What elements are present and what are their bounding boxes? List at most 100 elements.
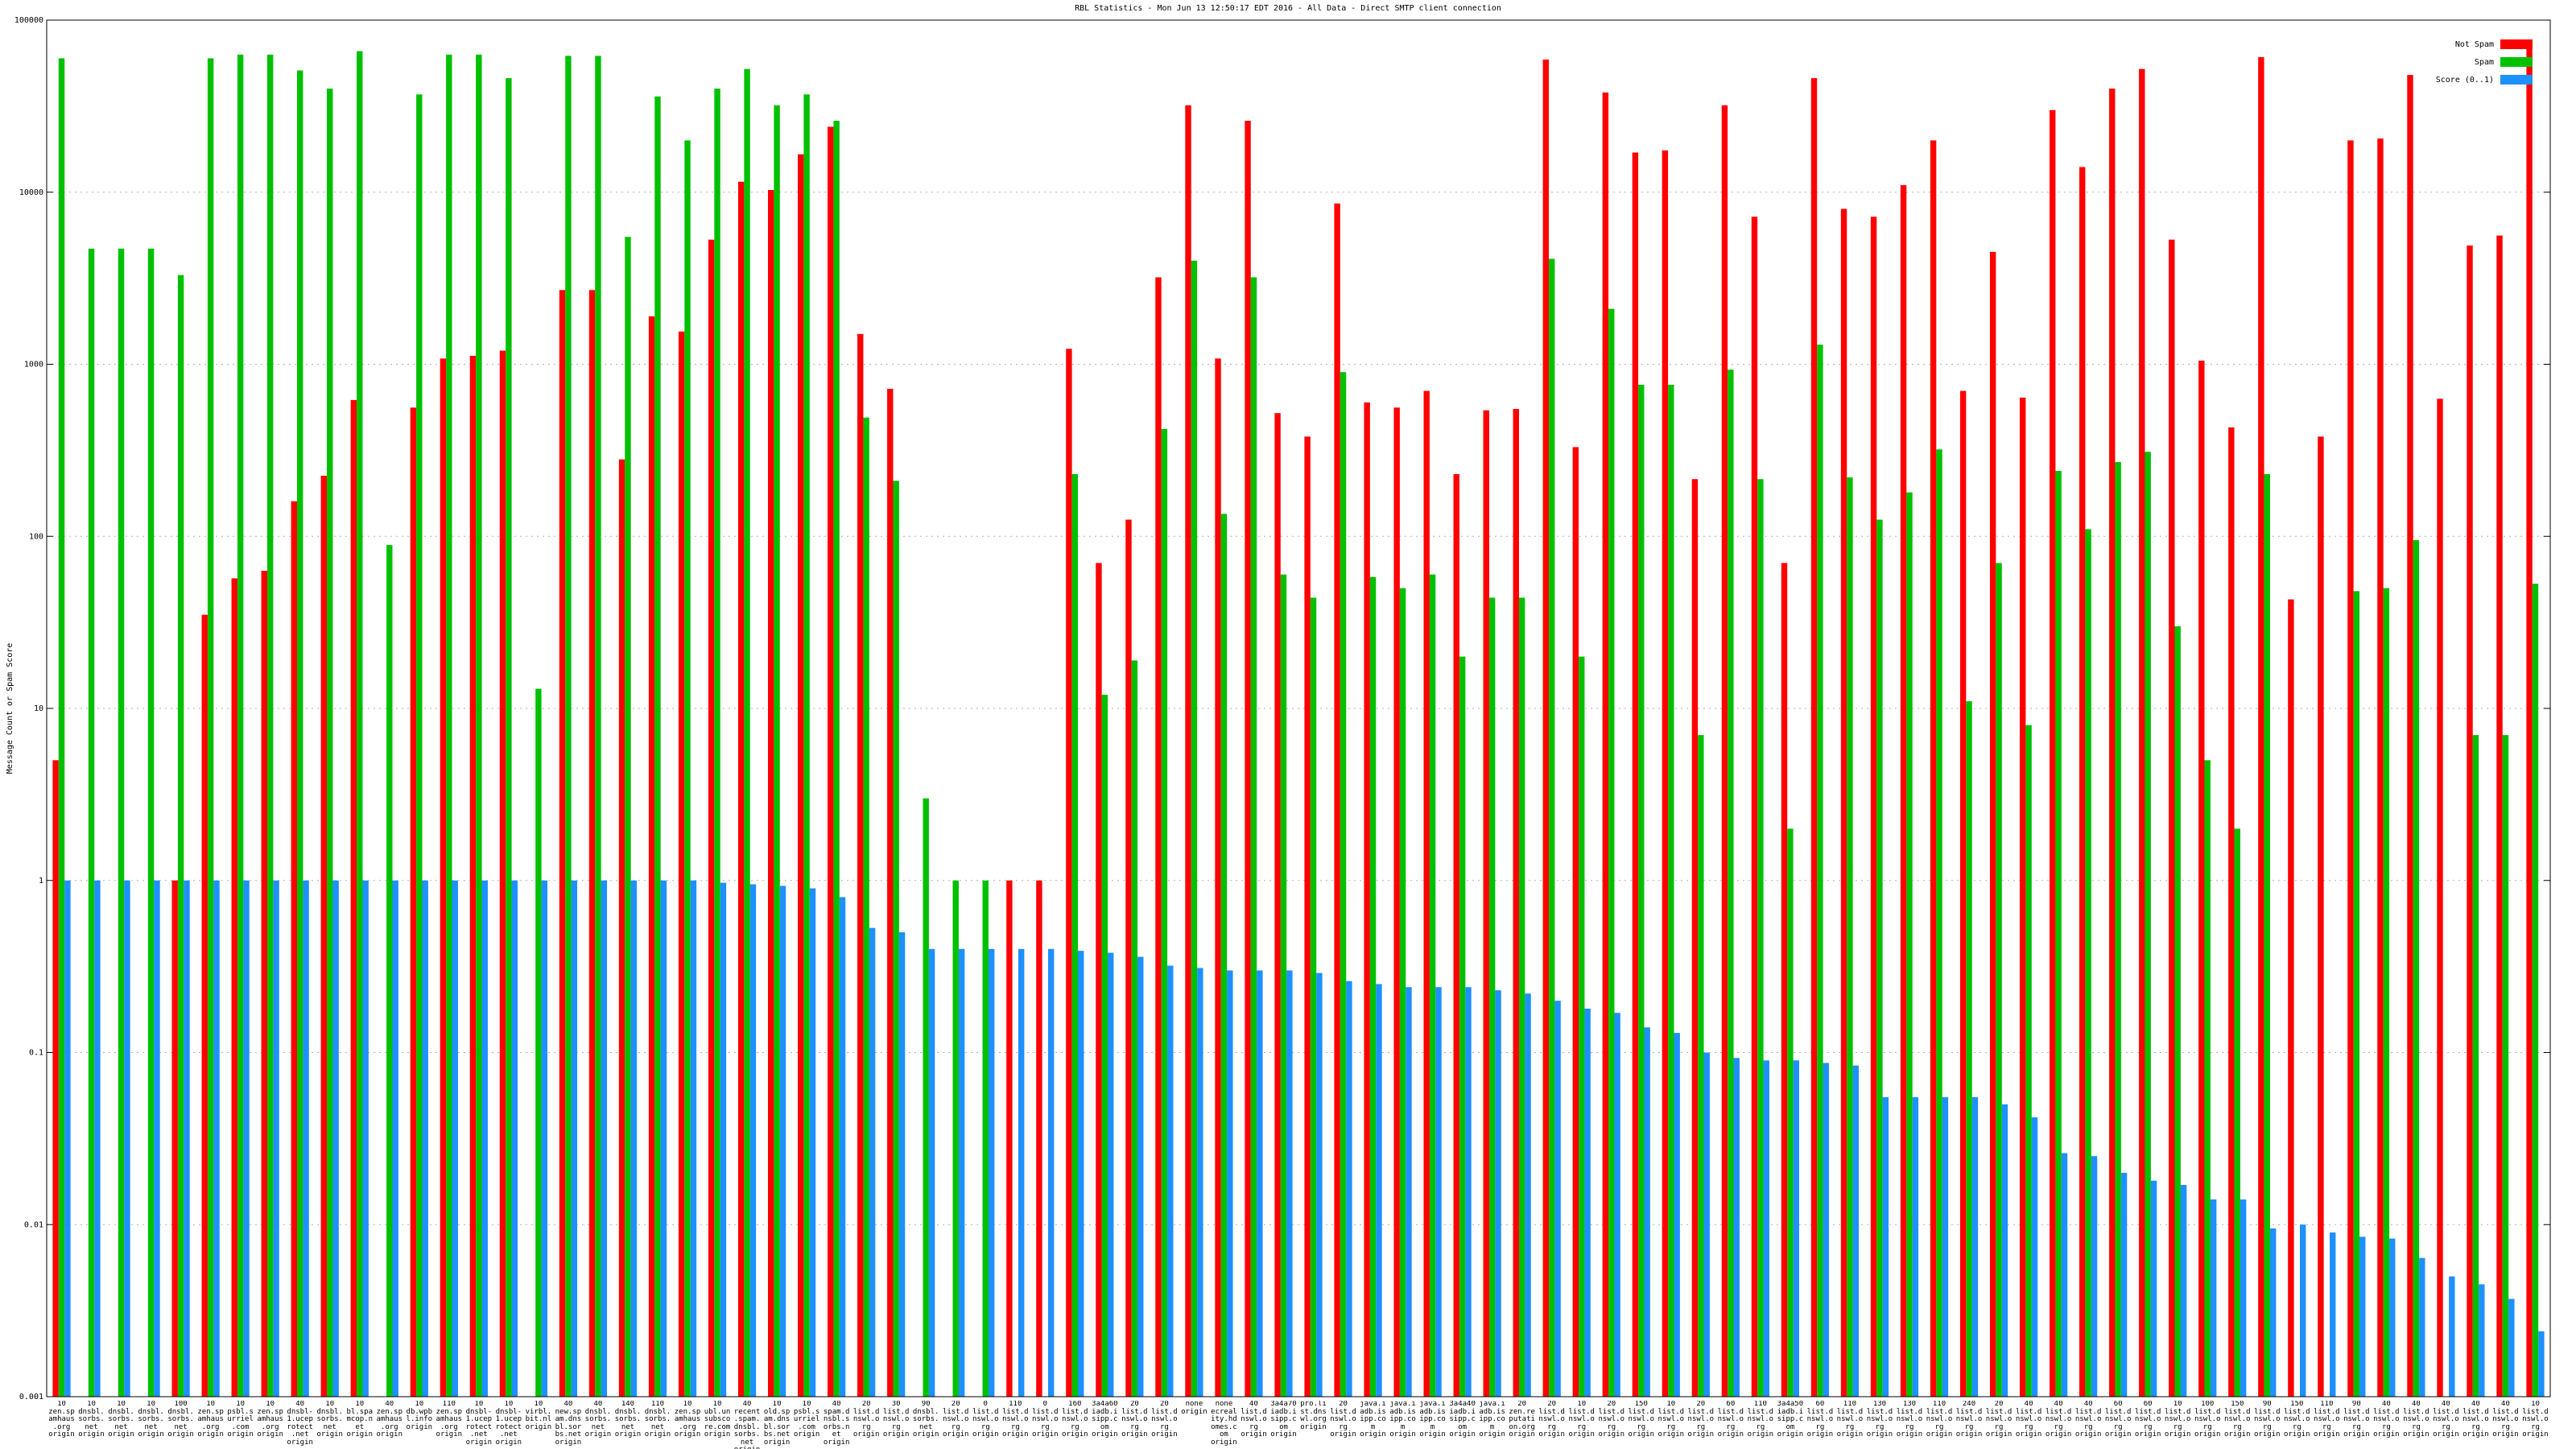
bar: [1197, 968, 1203, 1397]
x-tick-label: 10 dnsbl.sorbs.net origin: [138, 1401, 164, 1439]
bar: [1662, 150, 1669, 1397]
bar: [828, 126, 834, 1397]
bar: [362, 880, 369, 1397]
y-tick-label: 10: [34, 704, 43, 713]
chart-title: RBL Statistics - Mon Jun 13 12:50:17 EDT…: [1075, 4, 1501, 13]
bar: [291, 501, 297, 1397]
x-tick-label: 20 list.dnswl.org origin: [1598, 1401, 1624, 1439]
bar: [863, 417, 869, 1397]
bar: [1959, 390, 1967, 1397]
bar: [1483, 410, 1489, 1397]
bar: [1525, 993, 1531, 1397]
legend-swatch: [2500, 39, 2533, 49]
x-tick-label: 130 list.dnswl.org origin: [1866, 1401, 1893, 1439]
bar: [1316, 972, 1323, 1397]
bar: [2330, 1232, 2336, 1397]
bar: [2407, 75, 2413, 1397]
x-tick-label: 40 list.dnswl.org origin: [2462, 1401, 2489, 1439]
bar: [690, 880, 697, 1397]
x-tick-label: 10 list.dnswl.org origin: [2522, 1401, 2549, 1439]
bar: [1167, 965, 1174, 1397]
bar: [2508, 1298, 2515, 1397]
bar: [541, 880, 547, 1397]
bar: [1364, 402, 1370, 1397]
bar: [1971, 1096, 1979, 1397]
plot-frame: [46, 19, 2551, 1397]
bar: [147, 248, 155, 1397]
bar: [506, 78, 512, 1397]
x-tick-label: 0 list.dnswl.org origin: [1032, 1401, 1059, 1439]
bar: [446, 54, 452, 1397]
bar: [452, 880, 458, 1397]
bar: [1823, 1063, 1830, 1397]
x-tick-label: 40 list.dnswl.org origin: [2015, 1401, 2042, 1439]
bar: [2204, 760, 2211, 1397]
bar: [857, 333, 864, 1397]
bar: [1191, 260, 1198, 1397]
bar: [2472, 735, 2479, 1397]
x-tick-label: 20 list.dnswl.org origin: [1687, 1401, 1715, 1439]
x-tick-label: 3a4a60 iadb.isipp.com origin: [1092, 1401, 1118, 1439]
bar: [320, 475, 328, 1397]
bar: [154, 880, 160, 1397]
x-tick-label: 40 list.dnswl.org origin: [1241, 1401, 1267, 1439]
bar: [839, 897, 846, 1397]
bar: [1668, 384, 1674, 1397]
bar: [2419, 1257, 2425, 1397]
bar: [1215, 358, 1221, 1397]
bar: [630, 880, 638, 1397]
legend-swatch: [2500, 57, 2533, 67]
bar: [571, 880, 578, 1397]
bar: [1048, 948, 1055, 1397]
bar: [350, 399, 357, 1397]
bar: [923, 798, 929, 1397]
bar: [535, 688, 542, 1397]
bar: [1518, 597, 1525, 1397]
x-tick-label: 20 list.dnswl.org origin: [1985, 1401, 2013, 1439]
bar: [1220, 514, 1228, 1397]
bar: [1101, 695, 1108, 1397]
bar: [207, 58, 214, 1397]
bar: [1810, 78, 1818, 1397]
bar: [1155, 277, 1162, 1397]
bar: [1513, 408, 1519, 1397]
bar: [1549, 258, 1555, 1397]
x-tick-label: 10 psbl.surriel.com origin: [227, 1401, 254, 1439]
bar: [2264, 473, 2270, 1397]
bar: [1406, 987, 1412, 1397]
x-tick-label: 10 list.dnswl.org origin: [1568, 1401, 1595, 1439]
x-tick-label: 3a4a50 iadb.isipp.com origin: [1777, 1401, 1804, 1439]
x-tick-label: 40 dnsbl-1.uceprotect.net origin: [287, 1401, 313, 1447]
bar: [2449, 1276, 2455, 1397]
x-tick-label: 240 list.dnswl.org origin: [1955, 1401, 1983, 1439]
bar: [1286, 970, 1293, 1397]
bar: [2377, 138, 2384, 1397]
x-tick-label: 90 dnsbl.sorbs.net origin: [912, 1401, 939, 1439]
bar: [1006, 880, 1013, 1397]
bar: [595, 56, 601, 1397]
bar: [618, 459, 625, 1397]
bar: [303, 880, 309, 1397]
x-tick-label: 90 list.dnswl.org origin: [2254, 1401, 2281, 1439]
x-tick-label: 150 list.dnswl.org origin: [2223, 1401, 2251, 1439]
bar: [708, 239, 715, 1397]
bar: [1554, 1001, 1561, 1397]
bar: [2198, 360, 2205, 1397]
x-tick-label: 110 zen.spamhaus.org origin: [436, 1401, 463, 1439]
x-tick-label: 30 list.dnswl.org origin: [882, 1401, 910, 1439]
bar: [1078, 951, 1084, 1397]
bar: [1757, 479, 1764, 1397]
bar: [2234, 828, 2240, 1397]
bar: [767, 190, 774, 1397]
y-tick-label: 10000: [19, 188, 43, 197]
bar: [601, 880, 608, 1397]
bar: [803, 94, 810, 1397]
bar: [1245, 121, 1251, 1397]
bar: [982, 880, 989, 1397]
bar: [648, 316, 655, 1397]
bar: [213, 880, 220, 1397]
x-tick-label: none ecreality.hdomes.com origin: [1211, 1401, 1237, 1447]
x-tick-label: java.iadb.isipp.com origin: [1389, 1401, 1416, 1439]
x-tick-label: 10 zen.spamhaus.org origin: [257, 1401, 283, 1439]
